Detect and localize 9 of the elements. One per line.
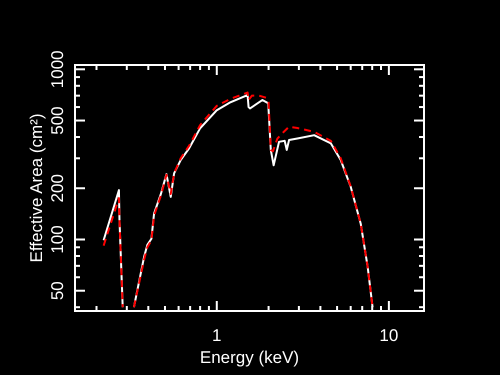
x-axis-title: Energy (keV) <box>200 348 300 367</box>
y-tick-label: 50 <box>48 281 67 300</box>
y-tick-label: 1000 <box>48 50 67 88</box>
y-axis-title: Effective Area (cm²) <box>27 114 46 262</box>
x-tick-label: 1 <box>212 326 222 345</box>
y-tick-label: 500 <box>48 106 67 135</box>
y-tick-label: 100 <box>48 225 67 254</box>
x-tick-label: 10 <box>379 326 398 345</box>
y-tick-label: 200 <box>48 174 67 202</box>
